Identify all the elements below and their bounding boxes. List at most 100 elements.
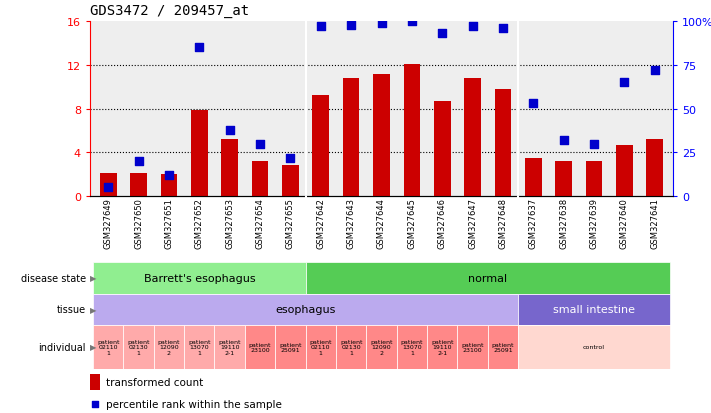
Text: patient
19110
2-1: patient 19110 2-1 [218,339,241,356]
Bar [100,173,117,197]
Bar [404,64,420,197]
Bar [464,79,481,197]
Point [589,141,600,147]
Text: patient
23100: patient 23100 [249,342,272,353]
Bar [282,166,299,197]
Point [224,127,235,133]
Bar [616,145,633,197]
Text: GSM327650: GSM327650 [134,198,143,249]
Text: GSM327652: GSM327652 [195,198,204,249]
Bar [366,325,397,369]
Text: GSM327651: GSM327651 [164,198,173,249]
Text: esophagus: esophagus [275,305,336,315]
Text: transformed count: transformed count [107,377,203,387]
Text: patient
02110
1: patient 02110 1 [97,339,119,356]
Text: GSM327644: GSM327644 [377,198,386,249]
Bar [154,325,184,369]
Bar [306,262,670,294]
Bar [518,294,670,325]
Bar [336,325,366,369]
Point [558,138,570,144]
Point [315,24,326,31]
Bar [124,325,154,369]
Text: normal: normal [469,273,508,283]
Text: GSM327653: GSM327653 [225,198,234,249]
Bar [161,175,177,197]
Bar [130,173,147,197]
Text: patient
02110
1: patient 02110 1 [309,339,332,356]
Point [90,401,101,407]
Text: GDS3472 / 209457_at: GDS3472 / 209457_at [90,4,249,18]
Bar [373,74,390,197]
Text: individual: individual [38,342,86,352]
Text: GSM327655: GSM327655 [286,198,295,249]
Point [284,155,296,161]
Bar [275,325,306,369]
Bar [221,140,238,197]
Text: percentile rank within the sample: percentile rank within the sample [107,399,282,409]
Text: disease state: disease state [21,273,86,283]
Text: patient
25091: patient 25091 [492,342,514,353]
Bar [495,90,511,197]
Bar [518,325,670,369]
Bar [646,140,663,197]
Point [376,20,387,27]
Text: GSM327641: GSM327641 [651,198,659,249]
Point [255,141,266,147]
Text: control: control [583,345,605,350]
Bar [457,325,488,369]
Text: ▶: ▶ [90,343,97,351]
Bar [93,262,306,294]
Bar [245,325,275,369]
Text: Barrett's esophagus: Barrett's esophagus [144,273,255,283]
Point [164,172,175,179]
Text: small intestine: small intestine [553,305,635,315]
Bar [215,325,245,369]
Text: patient
12090
2: patient 12090 2 [158,339,180,356]
Text: GSM327640: GSM327640 [620,198,629,249]
Bar [93,325,124,369]
Bar [312,96,329,197]
Text: GSM327637: GSM327637 [529,198,538,249]
Bar [343,79,360,197]
Text: patient
23100: patient 23100 [461,342,484,353]
Text: GSM327646: GSM327646 [438,198,447,249]
Text: GSM327642: GSM327642 [316,198,325,249]
Bar [397,325,427,369]
Text: patient
19110
2-1: patient 19110 2-1 [431,339,454,356]
Text: GSM327654: GSM327654 [255,198,264,249]
Bar [434,102,451,197]
Bar [191,110,208,197]
Text: tissue: tissue [57,305,86,315]
Text: ▶: ▶ [90,274,97,283]
Bar [306,325,336,369]
Point [649,67,661,74]
Point [437,31,448,38]
Point [497,26,508,32]
Point [406,19,417,25]
Bar [252,161,268,197]
Point [346,22,357,29]
Bar [525,158,542,197]
Text: GSM327643: GSM327643 [347,198,356,249]
Text: GSM327638: GSM327638 [559,198,568,249]
Bar [90,374,100,390]
Text: patient
12090
2: patient 12090 2 [370,339,392,356]
Text: GSM327645: GSM327645 [407,198,417,249]
Point [467,24,479,31]
Text: GSM327649: GSM327649 [104,198,113,249]
Point [528,101,539,107]
Bar [427,325,457,369]
Point [619,80,630,86]
Bar [555,161,572,197]
Bar [184,325,215,369]
Point [193,45,205,52]
Text: patient
13070
1: patient 13070 1 [188,339,210,356]
Text: patient
25091: patient 25091 [279,342,301,353]
Bar [488,325,518,369]
Text: GSM327648: GSM327648 [498,198,508,249]
Text: GSM327647: GSM327647 [468,198,477,249]
Text: ▶: ▶ [90,305,97,314]
Point [133,158,144,165]
Text: patient
02130
1: patient 02130 1 [127,339,150,356]
